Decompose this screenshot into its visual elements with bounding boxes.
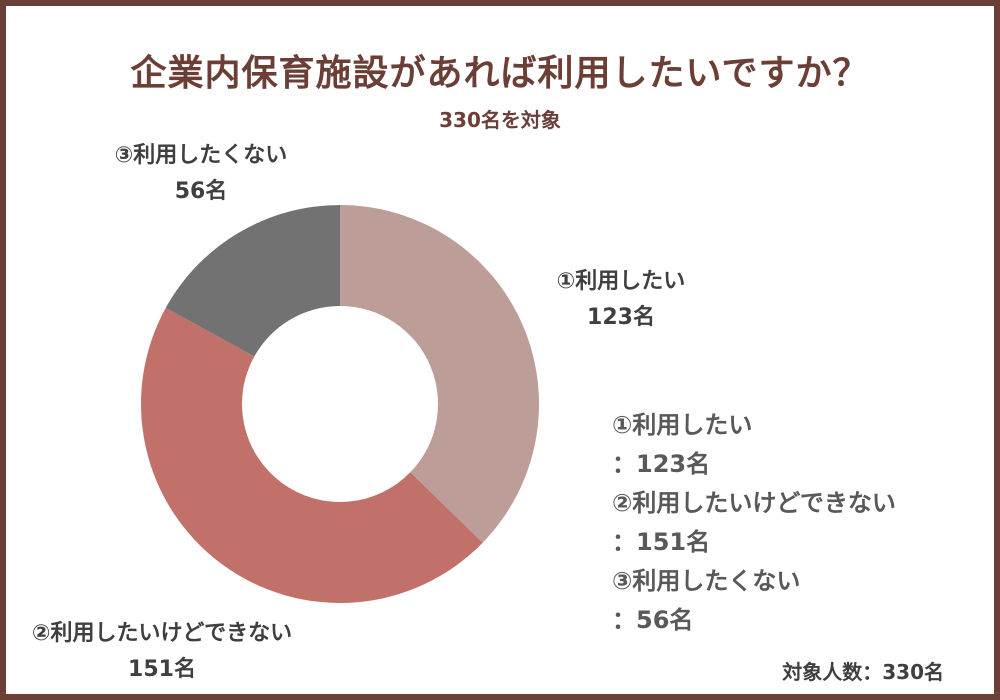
donut-slice-1 — [340, 205, 539, 543]
chart-subtitle: 330名を対象 — [439, 108, 561, 132]
donut-slice-3 — [165, 205, 340, 357]
slice-label-1: ①利用したい 123名 — [521, 264, 721, 336]
legend-item-2-name: ②利用したいけどできない — [612, 489, 896, 517]
legend: ①利用したい ：123名 ②利用したいけどできない ：151名 ③利用したくない… — [612, 406, 896, 640]
slice-label-2: ②利用したいけどできない 151名 — [2, 616, 322, 688]
slice-label-2-name: ②利用したいけどできない — [31, 621, 293, 646]
legend-item-2-value: ：151名 — [612, 528, 711, 556]
chart-title: 企業内保育施設があれば利用したいですか？ — [130, 53, 870, 94]
slice-label-3-name: ③利用したくない — [114, 143, 288, 168]
legend-item-1-value: ：123名 — [612, 450, 711, 478]
respondent-count: 対象人数：330名 — [782, 660, 944, 684]
slice-label-2-value: 151名 — [128, 657, 196, 682]
slice-label-1-name: ①利用したい — [556, 269, 686, 294]
donut-slice-2 — [141, 307, 483, 603]
slice-label-3: ③利用したくない 56名 — [86, 138, 316, 210]
legend-item-1-name: ①利用したい — [612, 411, 753, 439]
legend-item-3-value: ：56名 — [612, 606, 694, 634]
donut-chart — [141, 205, 539, 603]
legend-item-3-name: ③利用したくない — [612, 567, 801, 595]
slice-label-1-value: 123名 — [587, 305, 655, 330]
slice-label-3-value: 56名 — [174, 179, 228, 204]
